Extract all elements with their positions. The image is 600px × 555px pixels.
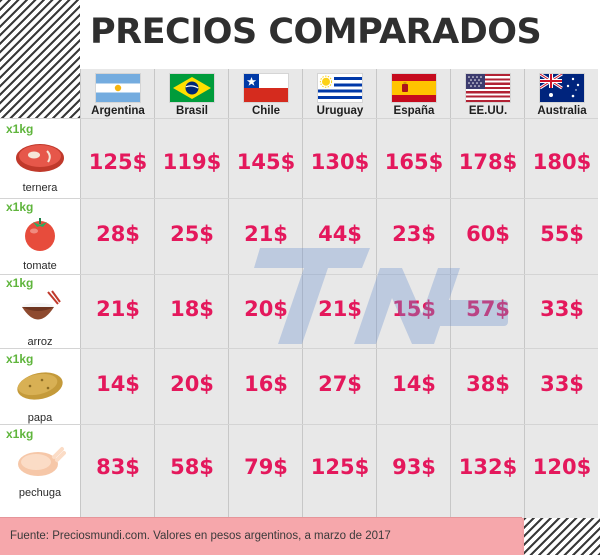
country-header-uruguay: Uruguay	[303, 74, 377, 120]
price-cell: 21$	[318, 297, 362, 321]
country-name: Brasil	[176, 105, 208, 117]
product-ternera: x1kg ternera	[0, 122, 80, 198]
price-cell: 180$	[532, 150, 592, 174]
chicken-icon	[18, 447, 66, 476]
grid-line	[228, 69, 229, 519]
product-name: tomate	[23, 260, 57, 272]
country-name: EE.UU.	[468, 105, 508, 117]
price-cell: 55$	[540, 222, 584, 246]
brazil-flag-icon	[170, 74, 214, 102]
meat-icon	[16, 144, 64, 172]
price-cell: 14$	[96, 372, 140, 396]
quantity-label: x1kg	[6, 122, 34, 136]
grid-line	[302, 69, 303, 519]
chile-flag-icon	[244, 74, 288, 102]
grid-line	[0, 348, 598, 349]
price-cell: 18$	[170, 297, 214, 321]
price-cell: 120$	[532, 455, 592, 479]
price-cell: 21$	[244, 222, 288, 246]
price-cell: 125$	[310, 455, 370, 479]
uruguay-flag-icon	[318, 74, 362, 102]
grid-line	[0, 118, 598, 119]
grid-line	[0, 198, 598, 199]
price-cell: 79$	[244, 455, 288, 479]
grid-line	[524, 69, 525, 519]
grid-line	[154, 69, 155, 519]
price-cell: 44$	[318, 222, 362, 246]
quantity-label: x1kg	[6, 200, 34, 214]
country-name: Chile	[251, 105, 281, 117]
price-grid-background	[80, 69, 598, 519]
country-header-espana: España	[377, 74, 451, 120]
grid-line	[80, 69, 81, 519]
country-name: Argentina	[91, 105, 145, 117]
country-header-brasil: Brasil	[155, 74, 229, 120]
product-arroz: x1kg arroz	[0, 276, 80, 352]
price-cell: 130$	[310, 150, 370, 174]
country-name: Australia	[537, 105, 587, 117]
price-cell: 23$	[392, 222, 436, 246]
rice-bowl-icon	[22, 290, 61, 320]
price-cell: 60$	[466, 222, 510, 246]
country-header-chile: Chile	[229, 74, 303, 120]
price-cell: 25$	[170, 222, 214, 246]
country-name: España	[393, 105, 435, 117]
product-tomate: x1kg tomate	[0, 200, 80, 276]
price-cell: 20$	[244, 297, 288, 321]
country-header-australia: Australia	[525, 74, 599, 120]
product-name: papa	[27, 412, 53, 424]
price-cell: 93$	[392, 455, 436, 479]
price-cell: 28$	[96, 222, 140, 246]
country-header-argentina: Argentina	[81, 74, 155, 120]
price-cell: 125$	[88, 150, 148, 174]
country-header-eeuu: EE.UU.	[451, 74, 525, 120]
product-pechuga: x1kg pechuga	[0, 427, 80, 503]
price-cell: 83$	[96, 455, 140, 479]
argentina-flag-icon	[96, 74, 140, 102]
quantity-label: x1kg	[6, 352, 34, 366]
price-cell: 15$	[392, 297, 436, 321]
price-cell: 16$	[244, 372, 288, 396]
price-cell: 21$	[96, 297, 140, 321]
usa-flag-icon	[466, 74, 510, 102]
price-cell: 38$	[466, 372, 510, 396]
price-cell: 20$	[170, 372, 214, 396]
grid-line	[0, 274, 598, 275]
price-cell: 14$	[392, 372, 436, 396]
price-cell: 58$	[170, 455, 214, 479]
spain-flag-icon	[392, 74, 436, 102]
product-name: ternera	[22, 182, 58, 194]
price-cell: 27$	[318, 372, 362, 396]
grid-line	[0, 424, 598, 425]
product-name: arroz	[27, 336, 53, 348]
tomato-icon	[25, 218, 55, 251]
price-cell: 33$	[540, 372, 584, 396]
australia-flag-icon	[540, 74, 584, 102]
quantity-label: x1kg	[6, 276, 34, 290]
price-cell: 165$	[384, 150, 444, 174]
hatch-pattern-top-left	[0, 0, 80, 118]
grid-line	[376, 69, 377, 519]
price-cell: 178$	[458, 150, 518, 174]
price-cell: 119$	[162, 150, 222, 174]
potato-icon	[17, 372, 63, 400]
source-note: Fuente: Preciosmundi.com. Valores en pes…	[10, 530, 391, 542]
footer-bar: Fuente: Preciosmundi.com. Valores en pes…	[0, 517, 522, 555]
grid-line	[450, 69, 451, 519]
price-cell: 145$	[236, 150, 296, 174]
price-cell: 57$	[466, 297, 510, 321]
price-cell: 132$	[458, 455, 518, 479]
quantity-label: x1kg	[6, 427, 34, 441]
hatch-pattern-bottom-right	[522, 518, 600, 555]
country-name: Uruguay	[316, 105, 364, 117]
price-cell: 33$	[540, 297, 584, 321]
product-papa: x1kg papa	[0, 352, 80, 428]
page-title: PRECIOS COMPARADOS	[90, 12, 542, 52]
product-name: pechuga	[18, 487, 62, 499]
